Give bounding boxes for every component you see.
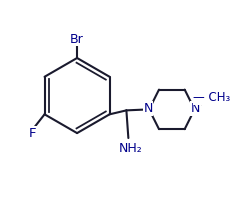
Text: N: N [143,102,153,115]
Text: — CH₃: — CH₃ [193,91,231,104]
Text: N: N [191,102,200,115]
Text: Br: Br [70,33,84,46]
Text: NH₂: NH₂ [119,142,142,155]
Text: F: F [29,127,36,139]
